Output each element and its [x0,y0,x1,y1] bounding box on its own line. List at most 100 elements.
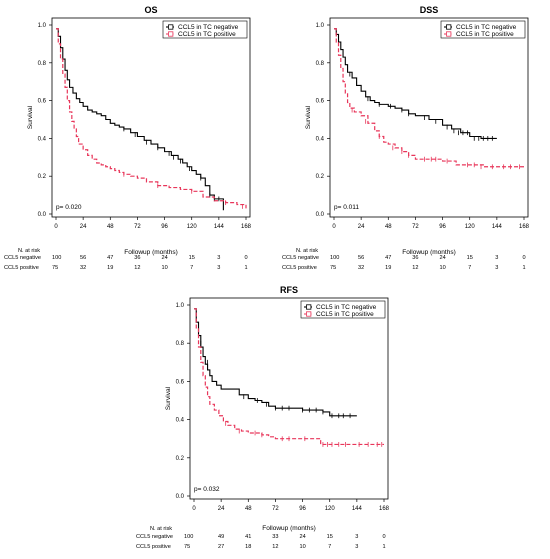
x-tick-label: 48 [385,224,392,230]
x-tick-label: 96 [299,506,306,512]
risk-header: N. at risk [150,526,172,532]
risk-count: 36 [412,255,418,261]
km-curve-positive [334,28,524,168]
risk-count: 1 [244,265,247,271]
x-tick-label: 0 [192,506,196,512]
y-tick-label: 0.8 [176,341,185,347]
plot-frame [189,297,389,500]
legend-label-positive: CCL5 in TC positive [178,31,236,38]
x-axis-label: Followup (months) [262,525,315,532]
risk-count: 0 [522,255,525,261]
risk-count: 12 [272,544,278,550]
risk-count: 3 [355,534,358,540]
risk-count: 10 [161,265,167,271]
risk-count: 41 [245,534,251,540]
x-tick-label: 96 [439,224,446,230]
risk-count: 24 [161,255,167,261]
legend-marker-positive [446,31,452,37]
risk-count: 75 [52,265,58,271]
y-axis-label: Survival [165,386,172,410]
risk-header: N. at risk [296,248,318,254]
y-tick-label: 0.6 [176,379,185,385]
risk-count: 19 [107,265,113,271]
legend-label-negative: CCL5 in TC negative [178,24,239,31]
x-tick-label: 72 [272,506,279,512]
risk-count: 100 [184,534,193,540]
y-tick-label: 0.6 [316,99,325,105]
risk-count: 32 [80,265,86,271]
risk-header: N. at risk [18,248,40,254]
x-tick-label: 120 [187,224,198,230]
risk-count: 3 [355,544,358,550]
x-tick-label: 144 [352,506,363,512]
p-value: p= 0.011 [334,204,359,211]
x-axis-label: Followup (months) [124,249,177,256]
risk-count: 36 [134,255,140,261]
risk-count: 75 [330,265,336,271]
risk-count: 10 [439,265,445,271]
y-tick-label: 0.2 [176,456,185,462]
x-tick-label: 120 [465,224,476,230]
y-tick-label: 1.0 [176,303,185,309]
legend-marker-negative [446,24,452,30]
x-tick-label: 48 [107,224,114,230]
km-curve-negative [194,308,357,417]
y-tick-label: 0.2 [316,174,325,180]
risk-count: 24 [439,255,445,261]
x-tick-label: 72 [412,224,419,230]
risk-count: 33 [272,534,278,540]
x-tick-label: 144 [492,224,503,230]
x-tick-label: 144 [214,224,225,230]
risk-row-label: CCL5 positive [4,265,39,271]
chart-title: DSS [420,5,439,15]
x-tick-label: 0 [54,224,58,230]
p-value: p= 0.020 [56,204,82,211]
risk-count: 18 [245,544,251,550]
risk-count: 24 [299,534,305,540]
x-tick-label: 96 [161,224,168,230]
y-tick-label: 0.6 [38,99,47,105]
plot-frame [51,17,251,218]
y-tick-label: 0.0 [38,212,47,218]
risk-count: 3 [217,255,220,261]
risk-row-label: CCL5 positive [136,544,171,550]
risk-count: 7 [328,544,331,550]
risk-count: 1 [522,265,525,271]
y-tick-label: 0.8 [316,61,325,67]
y-tick-label: 1.0 [316,23,325,29]
risk-count: 47 [385,255,391,261]
legend-marker-negative [168,24,174,30]
risk-count: 7 [468,265,471,271]
risk-count: 56 [80,255,86,261]
y-tick-label: 0.4 [316,136,325,142]
risk-count: 3 [495,265,498,271]
legend-box [300,300,386,319]
risk-count: 1 [382,544,385,550]
x-tick-label: 168 [519,224,530,230]
legend-marker-positive [306,311,312,317]
km-curve-positive [194,308,384,446]
y-tick-label: 0.0 [176,494,185,500]
km-curve-negative [334,28,497,139]
km-curve-positive [56,28,247,209]
risk-row-label: CCL5 positive [282,265,317,271]
legend-label-negative: CCL5 in TC negative [316,304,377,311]
risk-count: 10 [299,544,305,550]
risk-count: 19 [385,265,391,271]
chart-title: RFS [280,285,298,295]
risk-count: 100 [52,255,61,261]
legend-box [440,20,526,39]
risk-table: N. at risk CCL5 negative 100 49 41 33 24 15 3 0 CC… [136,526,386,550]
km-curve-negative [56,28,224,211]
risk-count: 0 [382,534,385,540]
x-tick-label: 168 [241,224,252,230]
risk-count: 3 [217,265,220,271]
x-tick-label: 24 [80,224,87,230]
risk-count: 15 [189,255,195,261]
